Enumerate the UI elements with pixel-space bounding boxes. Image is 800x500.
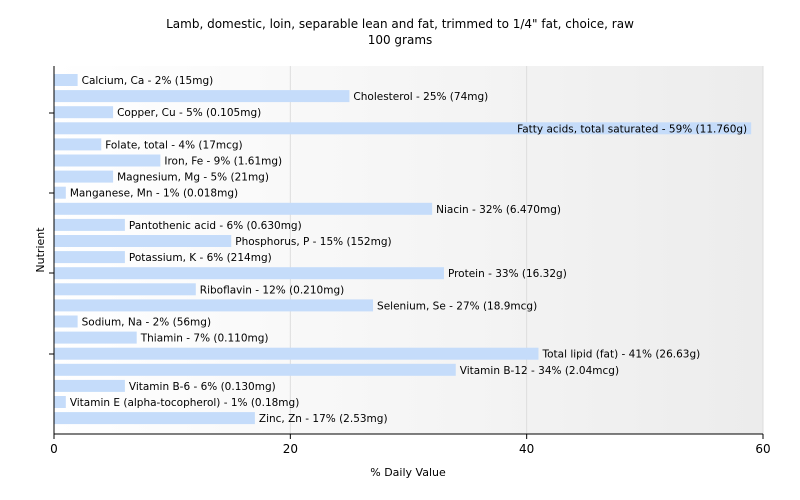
bar: [54, 315, 78, 328]
chart-title: Lamb, domestic, loin, separable lean and…: [166, 17, 634, 31]
bar-label: Pantothenic acid - 6% (0.630mg): [129, 220, 302, 232]
bar-label: Sodium, Na - 2% (56mg): [82, 317, 211, 329]
bar-label: Potassium, K - 6% (214mg): [129, 252, 272, 264]
bar: [54, 106, 114, 119]
bar: [54, 74, 78, 86]
x-tick-label: 20: [283, 442, 298, 456]
axes: 0 20 40 60: [49, 66, 771, 456]
bar: [54, 170, 114, 183]
bar: [54, 412, 255, 425]
plot-background: [54, 66, 763, 434]
bar-label: Riboflavin - 12% (0.210mg): [200, 284, 344, 296]
bar-label: Selenium, Se - 27% (18.9mcg): [377, 300, 537, 312]
bar-label: Vitamin B-12 - 34% (2.04mcg): [460, 365, 619, 377]
bar-label: Manganese, Mn - 1% (0.018mg): [70, 188, 238, 200]
chart-subtitle: 100 grams: [367, 33, 433, 47]
bar: [54, 218, 125, 231]
bar-label: Zinc, Zn - 17% (2.53mg): [259, 413, 388, 425]
bar: [54, 267, 444, 280]
y-axis-label: Nutrient: [34, 227, 47, 273]
bar: [54, 363, 456, 376]
bar: [54, 122, 752, 135]
bar: [54, 202, 433, 215]
bar-label: Cholesterol - 25% (74mg): [353, 91, 488, 103]
bar-label: Copper, Cu - 5% (0.105mg): [117, 107, 261, 119]
chart-title-block: Lamb, domestic, loin, separable lean and…: [0, 16, 800, 48]
bar-label: Protein - 33% (16.32g): [448, 268, 567, 280]
bar-label: Vitamin B-6 - 6% (0.130mg): [129, 381, 276, 393]
bar: [54, 299, 374, 312]
bar: [54, 347, 539, 360]
bar: [54, 283, 196, 296]
bar: [54, 186, 66, 199]
bar-label: Total lipid (fat) - 41% (26.63g): [541, 349, 700, 361]
bar-label: Folate, total - 4% (17mcg): [105, 139, 242, 151]
x-tick-label: 60: [755, 442, 770, 456]
bar-label: Niacin - 32% (6.470mg): [436, 204, 561, 216]
bar: [54, 235, 232, 247]
bar: [54, 396, 66, 408]
x-tick-label: 0: [50, 442, 58, 456]
bar-label: Phosphorus, P - 15% (152mg): [235, 236, 391, 248]
bar: [54, 251, 125, 264]
bar: [54, 379, 125, 392]
bar: [54, 90, 350, 103]
bar: [54, 138, 102, 151]
bar-label: Fatty acids, total saturated - 59% (11.7…: [517, 123, 747, 135]
bar-label: Vitamin E (alpha-tocopherol) - 1% (0.18m…: [70, 397, 299, 409]
x-tick-label: 40: [519, 442, 534, 456]
bar: [54, 331, 137, 344]
bar-labels: Calcium, Ca - 2% (15mg) Cholesterol - 25%…: [70, 75, 747, 425]
bar-label: Magnesium, Mg - 5% (21mg): [117, 172, 269, 184]
bar: [54, 154, 161, 167]
bars: [54, 74, 752, 425]
x-axis-label: % Daily Value: [370, 466, 446, 479]
bar-label: Thiamin - 7% (0.110mg): [140, 333, 269, 345]
bar-label: Calcium, Ca - 2% (15mg): [82, 75, 214, 87]
bar-label: Iron, Fe - 9% (1.61mg): [164, 156, 282, 168]
